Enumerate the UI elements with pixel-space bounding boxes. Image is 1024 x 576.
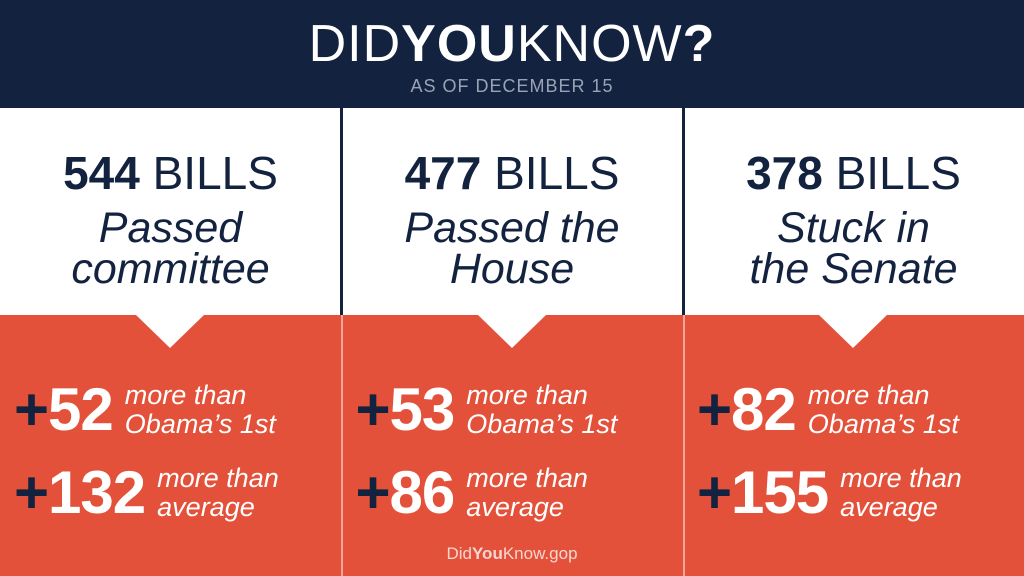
notch — [477, 314, 547, 348]
comparison-sign: + — [14, 376, 49, 443]
comparison-text: more than Obama’s 1st — [124, 379, 276, 439]
count-unit: BILLS — [494, 147, 620, 199]
comparison-value: 132 — [48, 459, 146, 526]
comparison-text-line: Obama’s 1st — [807, 408, 959, 439]
title-part: ? — [682, 15, 716, 73]
comparison-number: +132 — [14, 458, 146, 527]
description: Passed committee — [0, 204, 341, 293]
title-part: KNOW — [516, 15, 683, 73]
comparison-text-line: Obama’s 1st — [466, 408, 618, 439]
comparison: +86 more than average — [356, 458, 588, 527]
notch — [818, 314, 888, 348]
description-line: Passed — [98, 204, 243, 252]
title: DIDYOUKNOW? — [0, 14, 1024, 74]
divider — [341, 315, 343, 576]
title-part: YOU — [401, 15, 517, 73]
comparison-text: more than average — [157, 462, 279, 522]
subtitle: AS OF DECEMBER 15 — [410, 76, 614, 96]
description: Passed the House — [342, 204, 683, 293]
count-number: 544 — [63, 147, 140, 199]
comparison-value: 155 — [731, 459, 829, 526]
comparison-text-line: average — [840, 491, 938, 522]
footer-part: Did — [446, 544, 472, 563]
comparison-number: +53 — [355, 375, 456, 444]
comparison-text: more than Obama’s 1st — [466, 379, 618, 439]
description-line: Stuck in — [777, 204, 930, 252]
comparison-number: +86 — [355, 458, 456, 527]
count-unit: BILLS — [835, 147, 961, 199]
comparison-sign: + — [14, 459, 49, 526]
comparison-text-line: more than — [807, 379, 930, 410]
count-number: 477 — [404, 147, 482, 199]
comparison-sign: + — [355, 459, 391, 526]
comparison-text: more than average — [840, 462, 962, 522]
comparison-text-line: Obama’s 1st — [124, 408, 276, 439]
comparison-number: +82 — [697, 375, 797, 444]
comparison: +53 more than Obama’s 1st — [356, 375, 618, 444]
divider — [683, 315, 685, 576]
white-band — [0, 108, 1024, 315]
comparison: +82 more than Obama’s 1st — [697, 375, 959, 444]
bill-count: 544 BILLS — [0, 146, 341, 200]
comparison-number: +52 — [14, 375, 114, 444]
comparison: +52 more than Obama’s 1st — [14, 375, 276, 444]
description-line: committee — [71, 245, 270, 293]
comparison-text: more than average — [466, 462, 588, 522]
comparison: +155 more than average — [697, 458, 962, 527]
comparison-text-line: more than — [157, 462, 279, 493]
comparison-sign: + — [697, 459, 732, 526]
count-number: 378 — [746, 147, 823, 199]
bill-count: 477 BILLS — [342, 146, 683, 200]
column: 544 BILLS Passed committee +52 more than Obam… — [0, 108, 341, 576]
column: 477 BILLS Passed the House +53 more than Obam… — [342, 108, 683, 576]
comparison-text-line: average — [157, 491, 255, 522]
comparison-sign: + — [355, 376, 391, 443]
comparison-text-line: more than — [840, 462, 962, 493]
comparison-text-line: average — [466, 491, 564, 522]
footer-part: You — [471, 544, 503, 563]
comparison-sign: + — [697, 376, 732, 443]
description: Stuck in the Senate — [683, 204, 1024, 293]
description-line: the Senate — [749, 245, 958, 293]
header: DIDYOUKNOW? AS OF DECEMBER 15 — [0, 0, 1024, 108]
description-line: House — [449, 245, 575, 293]
comparison-text-line: more than — [124, 379, 247, 410]
comparison-value: 53 — [389, 376, 456, 443]
notch — [135, 314, 205, 348]
description-line: Passed the — [404, 204, 620, 252]
comparison-value: 86 — [389, 459, 456, 526]
comparison: +132 more than average — [14, 458, 279, 527]
bill-count: 378 BILLS — [683, 146, 1024, 200]
footer-part: Know.gop — [502, 544, 578, 563]
footer: DidYouKnow.gop — [0, 544, 1024, 564]
comparison-text-line: more than — [466, 462, 588, 493]
comparison-text-line: more than — [466, 379, 588, 410]
comparison-number: +155 — [697, 458, 829, 527]
comparison-text: more than Obama’s 1st — [807, 379, 959, 439]
divider — [340, 108, 343, 315]
count-unit: BILLS — [152, 147, 278, 199]
column: 378 BILLS Stuck in the Senate +82 more than O… — [683, 108, 1024, 576]
comparison-value: 82 — [731, 376, 797, 443]
title-part: DID — [308, 15, 402, 73]
divider — [682, 108, 685, 315]
comparison-value: 52 — [48, 376, 114, 443]
